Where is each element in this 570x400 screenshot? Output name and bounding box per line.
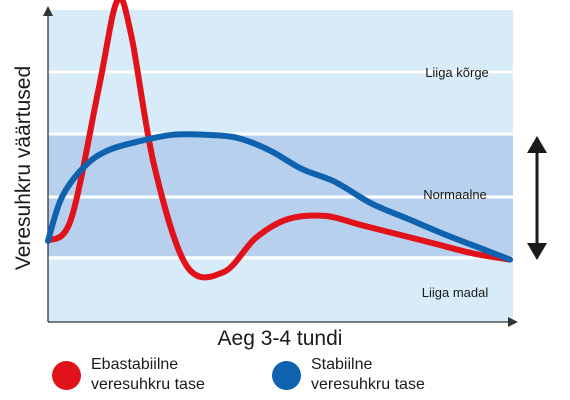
zone-label-low: Liiga madal [422,285,489,300]
range-double-arrow [527,136,547,260]
legend-label-unstable-line1: Ebastabiilne [91,356,179,373]
legend-label-stable-line2: veresuhkru tase [311,376,425,393]
zone-label-high: Liiga kõrge [425,65,489,80]
series-line-unstable [45,0,513,281]
y-axis [43,6,53,322]
legend-item-stable: Stabiilne veresuhkru tase [272,355,471,395]
x-axis [48,317,518,327]
series-line-stable [45,131,513,263]
legend-swatch-unstable [52,360,81,390]
y-axis-arrow [43,6,53,16]
legend-label-stable-line1: Stabiilne [311,356,373,373]
x-axis-label: Aeg 3-4 tundi [218,327,343,350]
x-axis-arrow [508,317,518,327]
legend-item-unstable: Ebastabiilne veresuhkru tase [52,355,251,395]
legend-swatch-stable [272,360,301,390]
range-arrow-down [527,243,547,260]
y-axis-label: Veresuhkru väärtused [12,66,35,270]
range-arrow-up [527,136,547,153]
zone-label-normal: Normaalne [423,187,487,202]
legend-label-unstable-line2: veresuhkru tase [91,376,205,393]
